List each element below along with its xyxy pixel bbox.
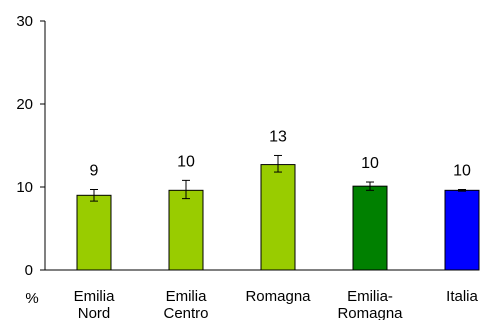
x-tick-label-line: Italia [446,288,478,305]
x-tick-label: Emilia Centro [163,288,208,320]
axes: 0 10 20 30 [16,13,478,279]
data-label: 10 [453,162,471,179]
x-tick-label: Emilia Nord [74,288,115,320]
bar [168,189,204,271]
x-tick-label: Romagna [245,288,311,305]
y-tick-label: 20 [16,96,33,113]
x-tick-label: Emilia-Romagna [337,288,403,320]
bar [76,194,112,271]
x-tick-label-line: Emilia- [347,288,393,305]
data-label: 10 [177,153,195,170]
data-label: 9 [90,162,99,179]
x-tick-label-line: Romagna [245,288,311,305]
x-tick-label-line: Emilia [166,288,207,305]
x-tick-label-line: Centro [163,305,208,320]
data-label: 13 [269,128,287,145]
x-tick-label-line: Nord [78,305,111,320]
bars [76,154,480,271]
y-tick-label: 0 [25,262,33,279]
bar [352,185,388,271]
bar [444,189,480,271]
y-unit-label: % [25,290,38,307]
y-tick-label: 30 [16,13,33,30]
x-tick-label: Italia [446,288,478,305]
bar [260,164,296,271]
x-tick-label-line: Emilia [74,288,115,305]
y-tick-label: 10 [16,179,33,196]
x-tick-label-line: Romagna [337,305,403,320]
data-label: 10 [361,155,379,172]
